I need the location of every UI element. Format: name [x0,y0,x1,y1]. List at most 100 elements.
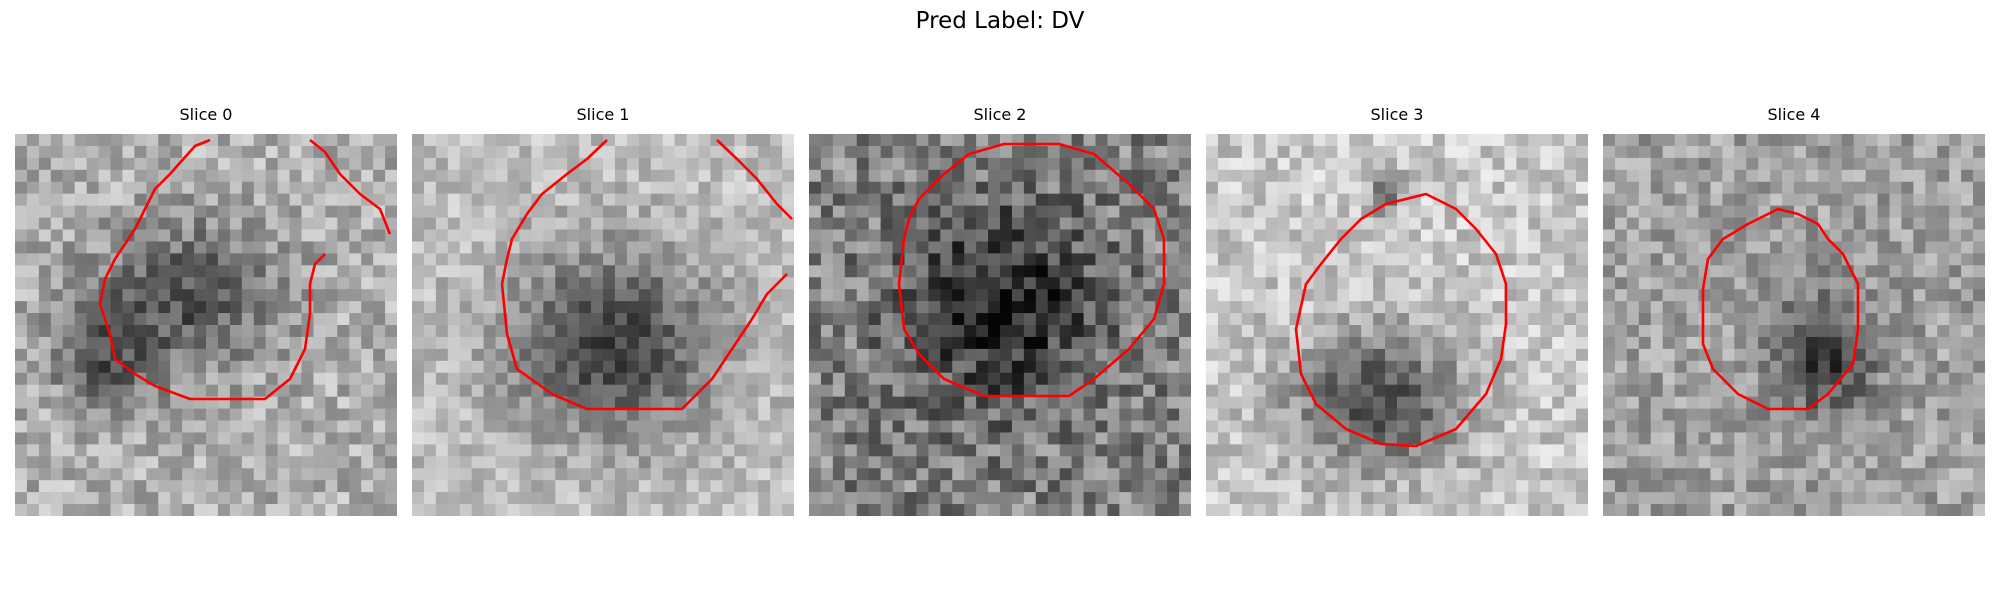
pixel [543,134,556,147]
pixel [988,420,1001,433]
pixel [1349,145,1362,159]
pixel [1829,193,1843,207]
pixel [1794,420,1807,433]
pixel [1480,205,1493,218]
pixel [1444,372,1458,386]
pixel [698,444,711,457]
pixel [1241,480,1255,493]
pixel [1217,205,1231,218]
pixel [1552,277,1565,290]
pixel [1492,145,1505,159]
pixel [1889,372,1902,386]
pixel [1179,480,1191,493]
pixel [976,396,989,409]
pixel [1937,229,1950,242]
pixel [110,229,123,242]
pixel [591,241,604,254]
pixel [1241,253,1255,266]
pixel [412,396,425,409]
pixel [1229,336,1243,350]
pixel [1877,181,1890,195]
pixel [373,325,386,338]
pixel [1782,313,1795,326]
pixel [1432,408,1446,421]
pixel [734,444,747,457]
pixel [1349,348,1362,362]
pixel [1722,348,1735,362]
pixel [1937,348,1950,362]
pixel [1289,181,1302,195]
pixel [531,396,544,409]
pixel [614,241,628,254]
pixel [1913,360,1926,374]
pixel [988,504,1001,516]
pixel [62,325,76,338]
pixel [1361,396,1374,409]
pixel [916,504,929,516]
pixel [423,157,437,171]
pixel [1444,492,1458,505]
pixel [1722,205,1735,218]
pixel [1155,372,1168,386]
pixel [880,480,893,493]
pixel [1865,253,1878,266]
pixel [1119,468,1132,481]
pixel [229,348,243,362]
pixel [1229,289,1243,302]
pixel [868,468,882,481]
pixel [1167,217,1180,230]
pixel [1504,325,1517,338]
pixel [435,456,449,469]
pixel [1241,313,1255,326]
pixel [15,504,28,516]
pixel [1397,384,1410,398]
pixel [1889,336,1902,350]
pixel [809,253,822,266]
pixel [782,253,794,266]
pixel [1614,193,1628,207]
pixel [1480,348,1493,362]
pixel [1047,145,1061,159]
pixel [880,348,893,362]
pixel [746,241,759,254]
pixel [722,301,735,314]
pixel [1035,456,1049,469]
pixel [650,420,664,433]
pixel [976,157,989,171]
pixel [1155,456,1168,469]
pixel [325,169,338,183]
pixel [1805,408,1819,421]
pixel [1782,277,1795,290]
pixel [1217,253,1231,266]
pixel [1698,157,1711,171]
pixel [1662,241,1676,254]
pixel [591,396,604,409]
pixel [483,134,496,147]
pixel [26,408,40,421]
pixel [940,265,953,278]
pixel [1349,420,1362,433]
pixel [507,468,520,481]
pixel [770,193,783,207]
pixel [110,134,123,147]
pixel [1528,336,1541,350]
pixel [856,145,870,159]
pixel [698,169,711,183]
pixel [650,277,664,290]
pixel [1143,396,1156,409]
pixel [988,265,1001,278]
pixel [1095,241,1108,254]
pixel [519,277,532,290]
pixel [1650,372,1664,386]
pixel [880,253,893,266]
pixel [435,313,449,326]
pixel [98,396,111,409]
pixel [1973,193,1985,207]
pixel [50,181,64,195]
pixel [844,169,858,183]
pixel [26,217,40,230]
pixel [289,205,302,218]
pixel [1829,301,1843,314]
pixel [182,205,195,218]
pixel [349,468,362,481]
